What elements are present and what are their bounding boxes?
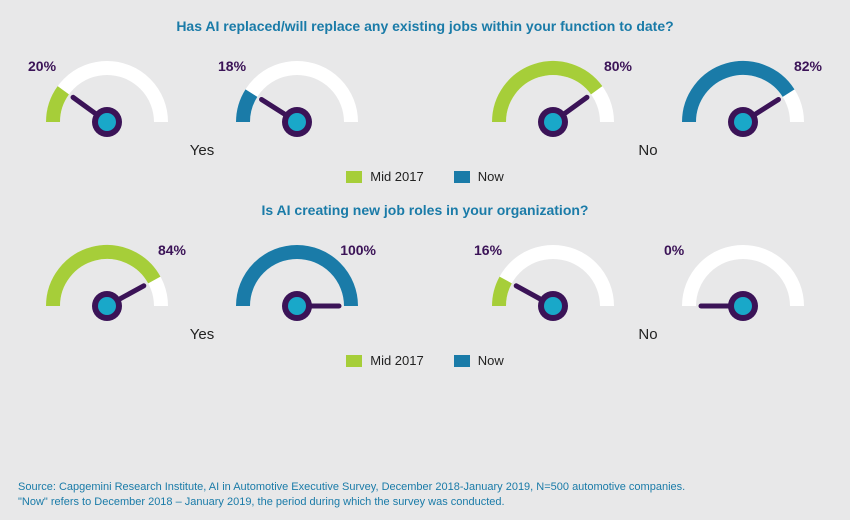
gauge-value-label: 18%	[218, 58, 246, 74]
gauge-value-label: 82%	[794, 58, 822, 74]
footer-line1: Source: Capgemini Research Institute, AI…	[18, 480, 685, 495]
gauge-value-label: 80%	[604, 58, 632, 74]
gauge: 80%	[468, 40, 638, 140]
group-label: No	[638, 326, 657, 343]
legend: Mid 2017 Now	[0, 169, 850, 184]
gauge: 0%	[658, 224, 828, 324]
gauge-group: 20% 18% Yes	[22, 40, 382, 159]
legend: Mid 2017 Now	[0, 353, 850, 368]
legend-label: Mid 2017	[370, 353, 423, 368]
gauge-pair: 20% 18%	[22, 40, 382, 140]
gauge-value-label: 84%	[158, 242, 186, 258]
legend-label: Now	[478, 353, 504, 368]
group-label: Yes	[190, 142, 214, 159]
gauge-value-label: 0%	[664, 242, 684, 258]
section-title: Has AI replaced/will replace any existin…	[0, 18, 850, 34]
gauge-group: 84% 100% Yes	[22, 224, 382, 343]
gauge-pair: 16% 0%	[468, 224, 828, 324]
legend-label: Mid 2017	[370, 169, 423, 184]
group-label: Yes	[190, 326, 214, 343]
legend-swatch	[346, 355, 362, 367]
legend-item: Now	[454, 169, 504, 184]
legend-item: Mid 2017	[346, 169, 423, 184]
gauge-group: 80% 82% No	[468, 40, 828, 159]
gauge-value-label: 20%	[28, 58, 56, 74]
gauge-value-label: 16%	[474, 242, 502, 258]
legend-swatch	[454, 355, 470, 367]
group-label: No	[638, 142, 657, 159]
footer-line2: "Now" refers to December 2018 – January …	[18, 495, 685, 510]
gauge: 16%	[468, 224, 638, 324]
section-title: Is AI creating new job roles in your org…	[0, 202, 850, 218]
gauge: 20%	[22, 40, 192, 140]
gauge: 82%	[658, 40, 828, 140]
gauge-group: 16% 0% No	[468, 224, 828, 343]
legend-item: Now	[454, 353, 504, 368]
gauge: 18%	[212, 40, 382, 140]
legend-swatch	[454, 171, 470, 183]
gauge-value-label: 100%	[340, 242, 376, 258]
legend-label: Now	[478, 169, 504, 184]
gauges-row: 20% 18% Yes 80% 82% No	[0, 40, 850, 159]
gauge-pair: 84% 100%	[22, 224, 382, 324]
legend-item: Mid 2017	[346, 353, 423, 368]
gauges-row: 84% 100% Yes 16% 0% No	[0, 224, 850, 343]
gauge: 84%	[22, 224, 192, 324]
source-footer: Source: Capgemini Research Institute, AI…	[18, 480, 685, 510]
gauge: 100%	[212, 224, 382, 324]
gauge-pair: 80% 82%	[468, 40, 828, 140]
legend-swatch	[346, 171, 362, 183]
